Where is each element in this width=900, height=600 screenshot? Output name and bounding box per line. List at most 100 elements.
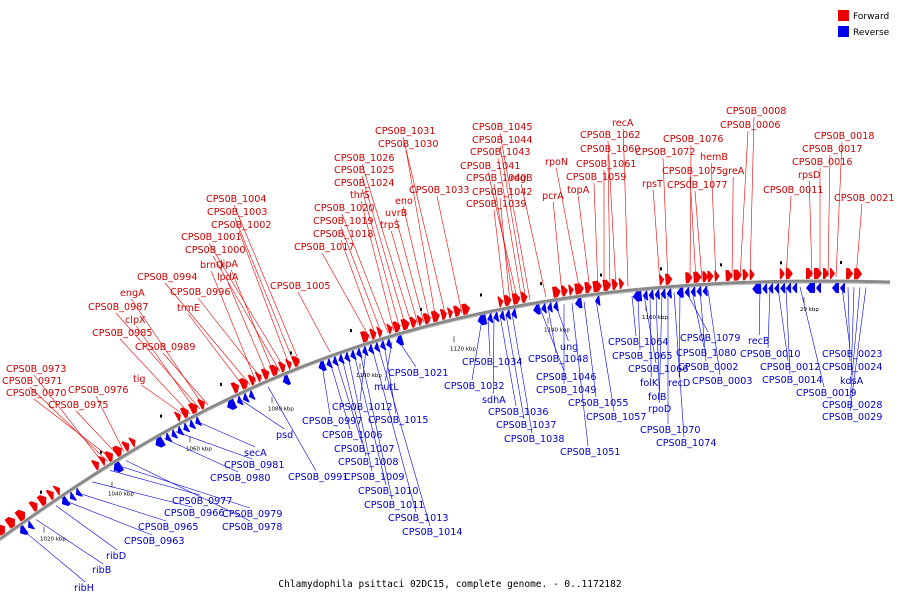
reverse-leader-line [571, 303, 589, 447]
reverse-gene-arrow [61, 496, 71, 507]
forward-gene-arrow [173, 411, 181, 422]
reverse-gene-label: CPS0B_1009 [344, 472, 404, 483]
reverse-leader-line [75, 492, 167, 522]
forward-leader-line [785, 195, 792, 278]
reverse-gene-arrow [648, 289, 655, 300]
forward-gene-label: CPS0B_1061 [576, 159, 636, 170]
forward-leader-line [340, 226, 383, 335]
forward-gene-label: CPS0B_0973 [6, 364, 66, 375]
forward-gene-label: CPS0B_1019 [313, 216, 373, 227]
reverse-leader-line [371, 347, 417, 513]
forward-gene-arrow [618, 278, 625, 290]
kbp-tick-label: 1100 kbp [356, 373, 382, 379]
forward-gene-label: CPS0B_0975 [48, 400, 108, 411]
forward-gene-label: CPS0B_1042 [472, 187, 532, 198]
forward-leader-line [436, 195, 463, 314]
reverse-gene-arrow [344, 352, 351, 362]
reverse-leader-line [109, 470, 201, 496]
reverse-gene-label: ung [560, 342, 578, 353]
forward-gene-arrow [52, 485, 60, 496]
forward-gene-arrow [854, 268, 863, 280]
forward-gene-arrow [461, 303, 471, 316]
reverse-leader-line [21, 529, 86, 583]
forward-gene-arrow [400, 318, 410, 331]
kbp-tick-label: 1020 kbp [40, 537, 66, 543]
reverse-leader-line [499, 315, 517, 407]
forward-gene-arrow [453, 305, 462, 317]
forward-gene-label: CPS0B_1000 [185, 245, 245, 256]
reverse-gene-arrow [839, 283, 845, 294]
reverse-gene-label: CPS0B_0019 [796, 388, 856, 399]
reverse-leader-line [777, 287, 789, 362]
forward-gene-arrow [392, 321, 401, 333]
reverse-leader-line [595, 299, 615, 412]
reverse-gene-arrow [171, 429, 179, 439]
minor-tick [540, 282, 542, 286]
reverse-gene-arrow [493, 311, 500, 322]
forward-leader-line [208, 242, 286, 370]
forward-leader-line [497, 157, 523, 302]
forward-gene-arrow [779, 268, 785, 280]
forward-leader-line [493, 209, 506, 305]
forward-leader-line [360, 200, 395, 332]
forward-gene-arrow [846, 268, 854, 280]
forward-leader-line [622, 128, 629, 287]
forward-gene-arrow [658, 274, 665, 286]
reverse-leader-line [649, 294, 652, 378]
reverse-leader-line [359, 351, 393, 500]
forward-leader-line [33, 374, 105, 465]
reverse-gene-label: mutL [374, 382, 399, 393]
forward-gene-arrow [611, 278, 619, 290]
reverse-gene-arrow [499, 310, 506, 321]
reverse-gene-label: CPS0B_1014 [402, 527, 462, 538]
forward-gene-label: eno [395, 196, 413, 207]
genome-backbone [0, 279, 891, 541]
forward-gene-label: pcrA [542, 191, 564, 202]
reverse-leader-line [678, 291, 681, 378]
reverse-leader-line [359, 349, 367, 402]
forward-gene-label: CPS0B_1005 [270, 281, 330, 292]
reverse-gene-label: secA [244, 448, 267, 459]
reverse-gene-label: CPS0B_0002 [678, 362, 738, 373]
reverse-leader-line [321, 364, 331, 416]
reverse-leader-line [353, 353, 387, 486]
reverse-gene-arrow [816, 282, 822, 293]
forward-gene-label: CPS0B_1075 [662, 166, 722, 177]
reverse-gene-arrow [696, 286, 702, 297]
reverse-gene-label: CPS0B_0003 [692, 376, 752, 387]
reverse-gene-arrow [248, 390, 256, 400]
forward-gene-arrow [664, 273, 673, 285]
reverse-gene-label: ribD [106, 551, 126, 562]
forward-gene-arrow [749, 269, 755, 281]
reverse-gene-arrow [75, 487, 83, 497]
reverse-gene-label: CPS0B_0012 [760, 362, 820, 373]
forward-leader-line [395, 218, 425, 323]
minor-tick [660, 267, 662, 271]
forward-gene-arrow [104, 451, 113, 463]
minor-tick [600, 273, 602, 277]
forward-gene-arrow [584, 282, 592, 294]
reverse-gene-label: CPS0B_1064 [608, 337, 668, 348]
forward-gene-arrow [725, 269, 733, 282]
forward-leader-line [130, 298, 205, 408]
forward-gene-arrow [187, 402, 198, 415]
reverse-leader-line [699, 290, 707, 362]
forward-gene-arrow [376, 326, 383, 338]
forward-gene-label: trpS [380, 220, 400, 231]
forward-gene-arrow [45, 489, 54, 501]
reverse-gene-label: CPS0B_1015 [368, 415, 428, 426]
reverse-leader-line [471, 319, 483, 381]
forward-gene-label: CPS0B_1060 [580, 144, 640, 155]
reverse-leader-line [347, 355, 373, 472]
forward-gene-label: lpdA [217, 272, 239, 283]
reverse-leader-line [849, 287, 861, 400]
forward-gene-label: hemB [700, 152, 728, 163]
reverse-leader-line [547, 306, 557, 354]
legend-forward-swatch [838, 10, 849, 21]
forward-gene-label: CPS0B_1072 [635, 147, 695, 158]
reverse-gene-arrow [806, 282, 816, 293]
legend-reverse-swatch [838, 26, 849, 37]
forward-gene-arrow [805, 267, 813, 279]
forward-gene-label: CPS0B_0021 [834, 193, 894, 204]
reverse-gene-arrow [20, 525, 29, 536]
